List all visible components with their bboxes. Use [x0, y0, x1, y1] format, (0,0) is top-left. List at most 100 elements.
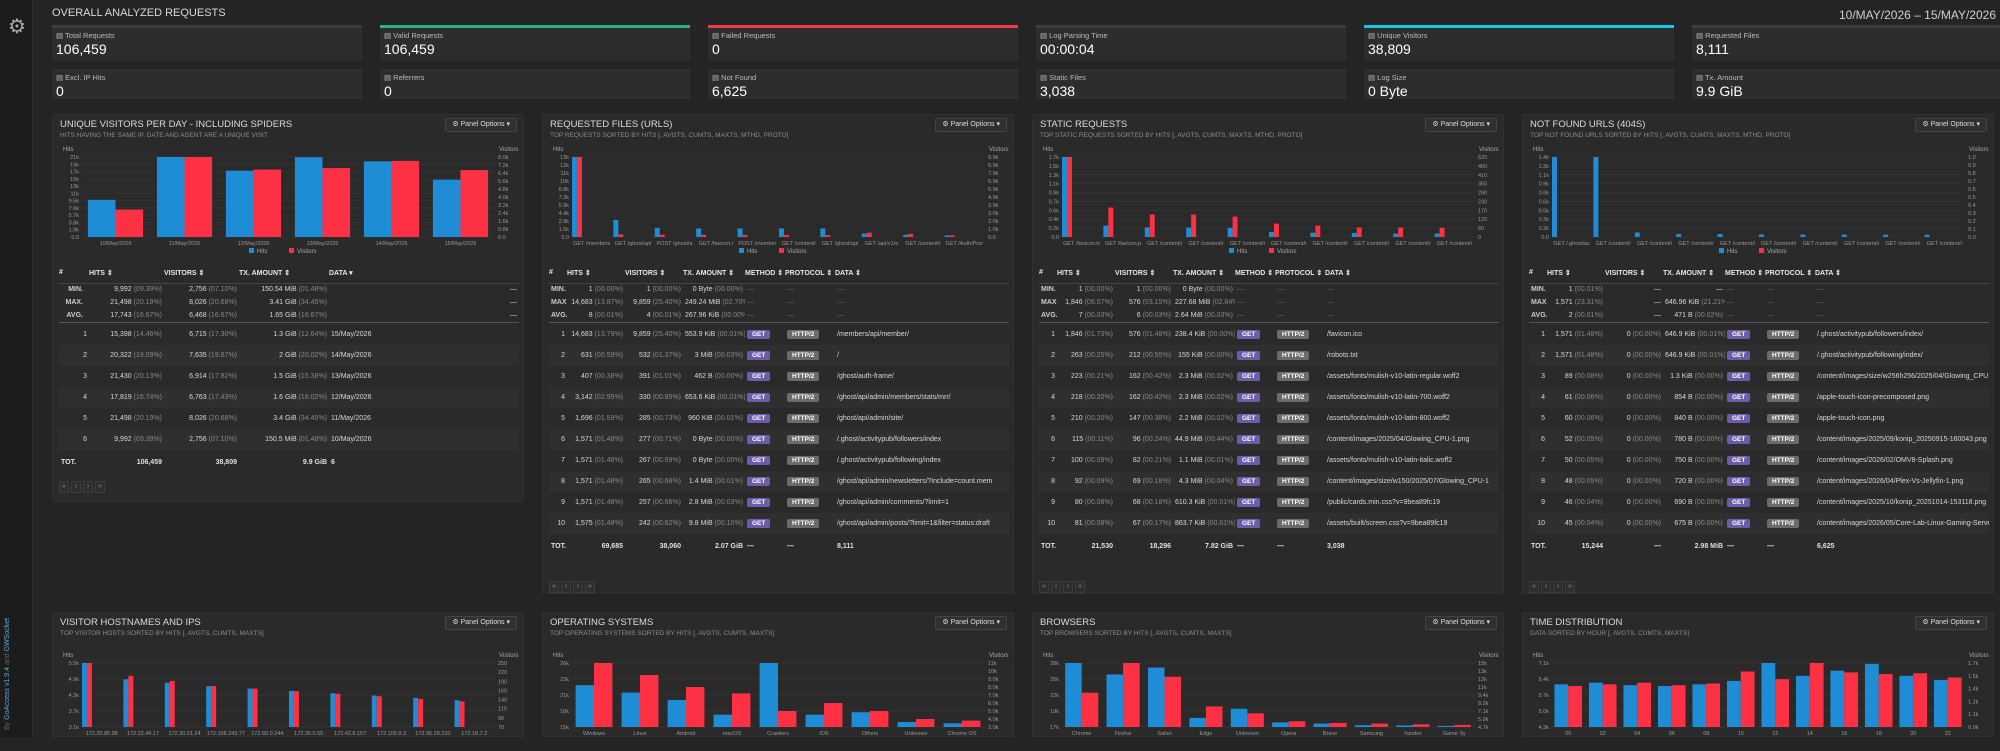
- bar-visitors[interactable]: [1706, 683, 1721, 727]
- bar-visitors[interactable]: [459, 701, 465, 727]
- bar-hits[interactable]: [1186, 227, 1192, 237]
- column-header[interactable]: #: [59, 263, 89, 284]
- bar-hits[interactable]: [1717, 233, 1723, 237]
- bar-hits[interactable]: [123, 679, 129, 727]
- bar-hits[interactable]: [613, 219, 619, 237]
- column-header[interactable]: HITS ⇕: [567, 263, 625, 284]
- panel-options-button[interactable]: ⚙ Panel Options ▾: [935, 616, 1007, 630]
- table-row[interactable]: 4 3,142 (02.95%) 330 (00.85%) 653.6 KiB (00…: [549, 387, 1009, 408]
- column-header[interactable]: DATA ⇕: [835, 263, 1009, 284]
- bar-visitors[interactable]: [1315, 225, 1321, 237]
- last-page-button[interactable]: »: [1075, 581, 1085, 593]
- next-page-button[interactable]: ›: [1553, 581, 1563, 593]
- bar-hits[interactable]: [1759, 234, 1764, 237]
- bar-hits[interactable]: [737, 228, 743, 237]
- table-row[interactable]: 3 407 (00.38%) 391 (01.01%) 462 B (00.00%) G…: [549, 366, 1009, 387]
- bar-hits[interactable]: [1795, 675, 1810, 727]
- legend-hits[interactable]: Hits: [1237, 249, 1247, 253]
- column-header[interactable]: #: [1529, 263, 1547, 284]
- bar-visitors[interactable]: [391, 160, 420, 237]
- bar-visitors[interactable]: [1947, 677, 1962, 727]
- bar-hits[interactable]: [1657, 686, 1672, 727]
- bar-hits[interactable]: [413, 697, 419, 727]
- bar-visitors[interactable]: [1288, 721, 1306, 727]
- table-row[interactable]: 10 1,575 (01.48%) 242 (00.62%) 9.8 MiB (00.…: [549, 513, 1009, 534]
- legend-hits[interactable]: Hits: [1727, 249, 1737, 253]
- bar-hits[interactable]: [1147, 667, 1165, 727]
- table-row[interactable]: 2 1,571 (01.48%) 0 (00.00%) 646.9 KiB (00.0…: [1529, 345, 1989, 366]
- bar-visitors[interactable]: [293, 691, 299, 727]
- bar-visitors[interactable]: [870, 711, 889, 727]
- last-page-button[interactable]: »: [95, 481, 105, 493]
- table-row[interactable]: 9 80 (00.08%) 68 (00.18%) 610.3 KiB (00.01%…: [1039, 492, 1499, 513]
- bar-visitors[interactable]: [1412, 724, 1430, 727]
- table-row[interactable]: 3 21,430 (20.13%) 6,914 (17.82%) 1.5 GiB (1…: [59, 366, 519, 387]
- table-row[interactable]: 8 1,571 (01.48%) 265 (00.68%) 1.4 MiB (00.0…: [549, 471, 1009, 492]
- bar-hits[interactable]: [1554, 684, 1569, 727]
- bar-visitors[interactable]: [732, 693, 751, 727]
- bar-hits[interactable]: [861, 233, 867, 237]
- bar-visitors[interactable]: [594, 663, 613, 727]
- table-row[interactable]: 8 48 (00.05%) 0 (00.00%) 720 B (00.00%) GET H…: [1529, 471, 1989, 492]
- bar-visitors[interactable]: [335, 693, 341, 727]
- bar-visitors[interactable]: [701, 234, 707, 237]
- bar-hits[interactable]: [1924, 234, 1930, 237]
- bar-visitors[interactable]: [418, 698, 424, 727]
- bar-hits[interactable]: [1434, 233, 1440, 237]
- bar-visitors[interactable]: [253, 169, 282, 237]
- bar-visitors[interactable]: [252, 688, 258, 727]
- bar-hits[interactable]: [1396, 725, 1413, 727]
- bar-visitors[interactable]: [640, 675, 659, 727]
- table-row[interactable]: 9 1,571 (01.48%) 257 (00.66%) 2.8 MiB (00.0…: [549, 492, 1009, 513]
- first-page-button[interactable]: «: [1039, 581, 1049, 593]
- table-row[interactable]: 7 100 (00.09%) 82 (00.21%) 1.1 MiB (00.01%)…: [1039, 450, 1499, 471]
- bar-visitors[interactable]: [1602, 684, 1617, 727]
- bar-visitors[interactable]: [1878, 674, 1893, 727]
- bar-hits[interactable]: [1310, 232, 1316, 237]
- bar-hits[interactable]: [667, 699, 686, 727]
- column-header[interactable]: #: [1039, 263, 1057, 284]
- next-page-button[interactable]: ›: [1063, 581, 1073, 593]
- panel-options-button[interactable]: ⚙ Panel Options ▾: [445, 616, 517, 630]
- panel-options-button[interactable]: ⚙ Panel Options ▾: [935, 118, 1007, 132]
- bar-visitors[interactable]: [824, 703, 843, 727]
- bar-hits[interactable]: [654, 227, 660, 237]
- bar-hits[interactable]: [1841, 234, 1847, 237]
- bar-visitors[interactable]: [1809, 663, 1824, 727]
- bar-visitors[interactable]: [1637, 682, 1652, 727]
- bar-hits[interactable]: [82, 663, 87, 727]
- bar-visitors[interactable]: [825, 235, 831, 237]
- bar-visitors[interactable]: [1191, 214, 1197, 238]
- bar-hits[interactable]: [943, 723, 962, 727]
- bar-visitors[interactable]: [1232, 216, 1238, 237]
- bar-hits[interactable]: [1144, 227, 1150, 237]
- bar-visitors[interactable]: [1081, 692, 1099, 727]
- bar-hits[interactable]: [330, 693, 336, 727]
- bar-visitors[interactable]: [1330, 722, 1347, 727]
- legend-hits[interactable]: Hits: [257, 249, 267, 253]
- table-row[interactable]: 9 46 (00.04%) 0 (00.00%) 690 B (00.00%) GET H…: [1529, 492, 1989, 513]
- bar-visitors[interactable]: [916, 719, 935, 727]
- bar-visitors[interactable]: [211, 686, 217, 727]
- bar-hits[interactable]: [294, 157, 323, 237]
- bar-hits[interactable]: [1593, 157, 1599, 237]
- bar-hits[interactable]: [903, 234, 909, 237]
- bar-visitors[interactable]: [1123, 663, 1140, 727]
- bar-visitors[interactable]: [1164, 676, 1182, 727]
- first-page-button[interactable]: «: [59, 481, 69, 493]
- bar-hits[interactable]: [696, 228, 702, 237]
- bar-hits[interactable]: [1269, 232, 1274, 237]
- bar-visitors[interactable]: [1371, 723, 1389, 727]
- bar-visitors[interactable]: [1247, 713, 1264, 727]
- column-header[interactable]: PROTOCOL ⇕: [1275, 263, 1325, 284]
- bar-visitors[interactable]: [86, 663, 92, 727]
- column-header[interactable]: DATA ⇕: [1325, 263, 1499, 284]
- column-header[interactable]: PROTOCOL ⇕: [1765, 263, 1815, 284]
- table-row[interactable]: 6 115 (00.11%) 96 (00.24%) 44.9 MiB (00.44%…: [1039, 429, 1499, 450]
- bar-visitors[interactable]: [322, 168, 351, 237]
- bar-visitors[interactable]: [1273, 223, 1279, 237]
- bar-hits[interactable]: [1692, 684, 1707, 727]
- column-header[interactable]: TX. AMOUNT ⇕: [239, 263, 329, 284]
- bar-hits[interactable]: [247, 688, 253, 727]
- bar-hits[interactable]: [1588, 682, 1603, 727]
